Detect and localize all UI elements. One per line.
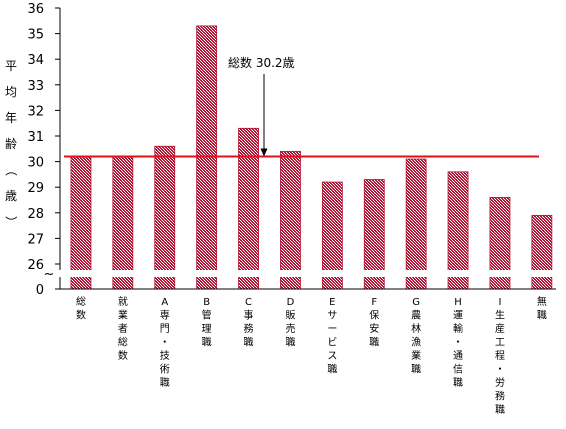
category-label-char: ・ (453, 338, 463, 349)
axis-break-mark: ~ (44, 267, 55, 282)
category-label-char: ス (327, 351, 337, 362)
y-tick-label: 34 (27, 53, 44, 68)
category-label-char: 事 (244, 309, 254, 322)
category-label-char: D (287, 297, 295, 308)
category-label-char: 術 (160, 363, 170, 376)
y-axis-label-char: 年 (5, 111, 17, 125)
y-tick-label: 27 (27, 232, 44, 247)
category-label-char: ビ (327, 337, 337, 349)
annotation-arrowhead (260, 148, 268, 157)
category-label-char: 工 (495, 338, 505, 349)
category-label-char: 無 (537, 295, 547, 308)
y-tick-label: 30 (27, 156, 44, 171)
axis-break-band (50, 270, 556, 277)
category-label-char: 保 (369, 309, 379, 322)
category-label-char: A (161, 297, 168, 308)
bar (405, 158, 427, 290)
category-label-char: 管 (202, 309, 212, 322)
category-label-char: 職 (285, 337, 295, 349)
category-label-char: 就 (118, 295, 128, 308)
category-label-char: 総 (118, 336, 128, 349)
category-label-char: 農 (411, 309, 421, 322)
category-label-char: F (371, 297, 377, 308)
y-tick-label: 0 (36, 283, 44, 298)
category-label-char: 職 (495, 404, 505, 416)
category-label-char: H (454, 297, 462, 308)
category-label-char: ・ (495, 365, 505, 376)
bar (70, 156, 92, 290)
category-label-char: C (245, 297, 252, 308)
category-label-char: 信 (453, 364, 463, 376)
average-annotation: 総数 30.2歳 (228, 55, 295, 70)
category-label-char: 職 (369, 337, 379, 349)
category-label-char: 輸 (453, 322, 463, 335)
category-label-char: 理 (202, 323, 212, 335)
category-label-char: 生 (495, 309, 505, 322)
y-tick-label: 28 (27, 207, 44, 222)
category-label-char: E (329, 297, 335, 308)
category-label-char: G (412, 297, 420, 308)
bar (112, 156, 134, 290)
category-label-char: 務 (495, 390, 505, 403)
category-labels: 総数就業者総数A専門・技術職B管理職C事務職D販売職Eサービス職F保安職G農林漁… (76, 295, 547, 416)
category-label-char: 門 (160, 323, 170, 335)
category-label-char: 運 (453, 310, 463, 322)
category-label-char: ー (327, 324, 337, 335)
bar (154, 145, 176, 290)
y-axis-label-char: （ (4, 164, 18, 176)
y-axis-ticks: 36 35 34 33 32 31 30 29 28 27 26 0 (27, 2, 60, 298)
category-label-char: B (203, 297, 210, 308)
y-tick-label: 32 (27, 104, 44, 119)
y-axis-label-char: 齢 (5, 136, 17, 151)
y-tick-label: 36 (27, 2, 44, 17)
category-label-char: 職 (411, 364, 421, 376)
bar (280, 150, 301, 290)
category-label-char: 業 (118, 309, 128, 322)
category-label-char: 程 (495, 350, 505, 362)
category-label-char: I (498, 297, 501, 308)
category-label-char: 職 (244, 337, 254, 349)
category-label-char: 総 (76, 295, 86, 308)
y-axis-label-char: 均 (5, 85, 17, 99)
y-tick-label: 31 (27, 130, 44, 145)
category-label-char: ・ (160, 338, 170, 349)
bar (238, 127, 259, 290)
category-label-char: 専 (160, 310, 170, 322)
y-axis-label-char: 平 (5, 59, 17, 73)
category-label-char: 職 (327, 364, 337, 376)
category-label-char: サ (327, 310, 337, 322)
category-label-char: 売 (285, 322, 295, 335)
category-label-char: 職 (453, 377, 463, 389)
category-label-char: 数 (118, 349, 128, 362)
bar (531, 214, 553, 290)
category-label-char: 労 (495, 376, 505, 389)
y-tick-label: 29 (27, 181, 44, 196)
category-label-char: 者 (118, 323, 128, 335)
category-label-char: 安 (369, 322, 379, 335)
y-tick-label: 33 (27, 79, 44, 94)
category-label-char: 産 (495, 322, 505, 335)
y-axis-label-char: 歳 (5, 189, 17, 203)
category-label-char: 職 (202, 337, 212, 349)
category-label-char: 務 (244, 322, 254, 335)
category-label-char: 数 (76, 309, 86, 322)
category-label-char: 業 (411, 349, 421, 362)
category-label-char: 林 (411, 322, 421, 335)
category-label-char: 職 (537, 310, 547, 322)
category-label-char: 漁 (411, 336, 421, 349)
category-label-char: 技 (160, 349, 170, 362)
y-axis-label-char: ） (4, 216, 18, 228)
category-label-char: 通 (453, 350, 463, 362)
category-label-char: 販 (285, 310, 295, 322)
y-tick-label: 26 (27, 258, 44, 273)
category-label-char: 職 (160, 377, 170, 389)
y-tick-label: 35 (27, 28, 44, 43)
